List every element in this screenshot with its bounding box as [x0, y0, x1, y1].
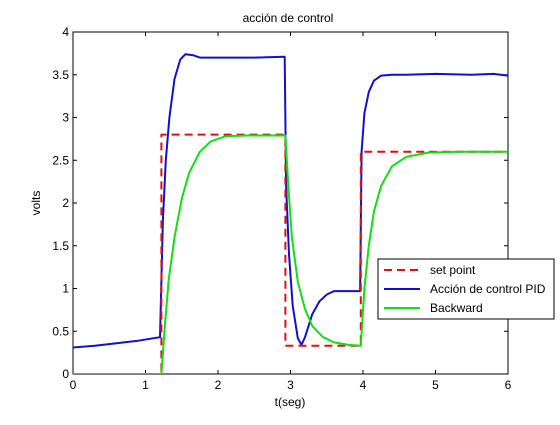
- y-tick-label: 0: [62, 367, 69, 381]
- legend-label: Backward: [430, 301, 483, 315]
- x-tick-label: 5: [432, 378, 439, 392]
- y-axis-label: volts: [29, 191, 43, 216]
- y-tick-label: 2.5: [52, 153, 69, 167]
- series-line: [73, 134, 508, 374]
- y-tick-label: 3: [62, 111, 69, 125]
- x-tick-label: 3: [287, 378, 294, 392]
- y-tick-label: 2: [62, 196, 69, 210]
- y-tick-label: 1.5: [52, 239, 69, 253]
- plot-area: 0 1 2 3 4 5 6 0 0.5 1 1.5 2 2.5 3 3.5 4: [52, 25, 511, 392]
- y-tick-label: 0.5: [52, 324, 69, 338]
- x-axis-label: t(seg): [275, 395, 306, 409]
- axis-ticks: 0 1 2 3 4 5 6 0 0.5 1 1.5 2 2.5 3 3.5 4: [52, 25, 511, 392]
- y-tick-label: 3.5: [52, 68, 69, 82]
- x-tick-label: 1: [142, 378, 149, 392]
- x-tick-label: 0: [70, 378, 77, 392]
- series-line: [73, 53, 508, 349]
- chart-title: acción de control: [243, 11, 334, 25]
- series-line: [73, 133, 508, 374]
- series-lines: [73, 53, 508, 374]
- y-tick-label: 1: [62, 282, 69, 296]
- x-tick-label: 4: [360, 378, 367, 392]
- y-tick-label: 4: [62, 25, 69, 39]
- x-tick-label: 2: [215, 378, 222, 392]
- legend-label: set point: [430, 263, 476, 277]
- legend: set point Acción de control PID Backward: [377, 258, 555, 320]
- x-tick-label: 6: [505, 378, 512, 392]
- legend-label: Acción de control PID: [430, 282, 546, 296]
